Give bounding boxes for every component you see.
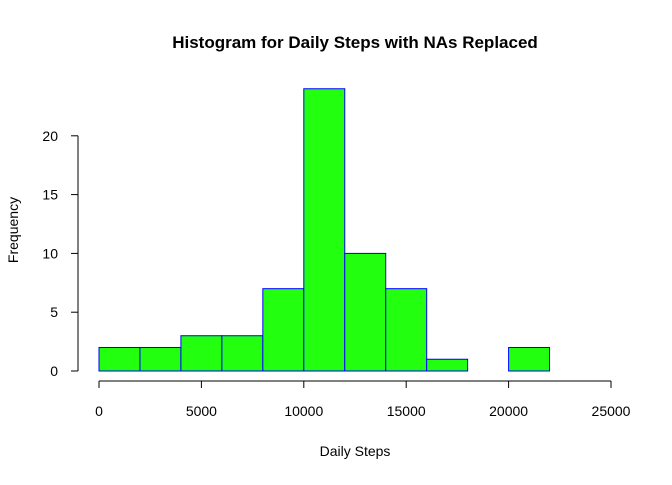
histogram-bar-5	[303, 88, 346, 372]
y-tick-label-0: 0	[50, 363, 58, 379]
bars-layer	[98, 88, 551, 372]
x-tick-label-2: 10000	[284, 403, 323, 419]
histogram-bar-4	[262, 288, 305, 372]
histogram-bar-0	[98, 346, 141, 372]
y-tick-label-3: 15	[42, 187, 58, 203]
x-tick-label-4: 20000	[489, 403, 528, 419]
histogram-bar-1	[139, 346, 182, 372]
x-tick-label-5: 25000	[592, 403, 631, 419]
y-axis-label: Frequency	[5, 197, 21, 263]
y-tick-label-1: 5	[50, 304, 58, 320]
x-axis: 0 5000 10000 15000 20000 25000	[95, 380, 631, 419]
histogram-bar-10	[508, 346, 551, 372]
histogram-bar-8	[426, 358, 469, 372]
x-axis-label: Daily Steps	[320, 443, 391, 459]
x-tick-label-3: 15000	[387, 403, 426, 419]
x-tick-label-0: 0	[95, 403, 103, 419]
histogram-bar-2	[180, 335, 223, 372]
histogram-bar-3	[221, 335, 264, 372]
y-tick-label-4: 20	[42, 128, 58, 144]
x-tick-label-1: 5000	[186, 403, 217, 419]
histogram-bar-7	[385, 288, 428, 372]
histogram-bar-6	[344, 252, 387, 372]
y-axis: 0 5 10 15 20	[42, 128, 79, 379]
y-tick-label-2: 10	[42, 245, 58, 261]
chart-title: Histogram for Daily Steps with NAs Repla…	[172, 33, 538, 52]
